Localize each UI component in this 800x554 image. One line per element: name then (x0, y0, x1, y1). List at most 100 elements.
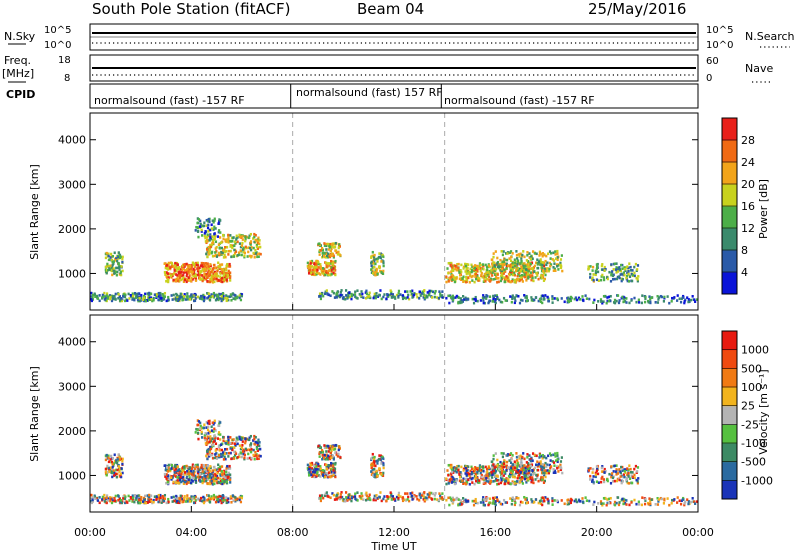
power-cell (589, 276, 592, 279)
power-cell (115, 266, 118, 270)
velocity-cell (241, 450, 245, 453)
power-cell (334, 249, 337, 252)
velocity-cell (196, 463, 199, 467)
power-cell (335, 296, 338, 299)
velocity-cell (212, 422, 215, 426)
power-cell (214, 298, 218, 302)
power-cell (110, 269, 113, 272)
power-cell (113, 294, 116, 298)
power-cell (109, 264, 112, 267)
power-cell (535, 252, 538, 256)
power-cell (454, 296, 457, 299)
velocity-cell (223, 472, 226, 476)
velocity-cell (535, 473, 538, 477)
velocity-cell (594, 473, 598, 477)
velocity-cell (474, 466, 477, 469)
power-cell (613, 277, 616, 281)
velocity-cell (566, 502, 569, 506)
power-cell (514, 299, 517, 303)
velocity-cell (510, 474, 513, 478)
power-cell (192, 272, 195, 275)
power-cell (453, 280, 457, 284)
power-cell (117, 293, 120, 296)
velocity-cell (106, 499, 109, 502)
velocity-cell (450, 463, 453, 467)
velocity-cell (348, 497, 351, 501)
power-cell (389, 289, 392, 292)
power-cell (566, 299, 570, 302)
velocity-cell (404, 492, 407, 495)
power-cell (173, 269, 176, 272)
power-cell (553, 267, 556, 271)
velocity-cell (371, 468, 374, 471)
velocity-cell (317, 474, 320, 477)
power-cell (215, 293, 218, 297)
velocity-cell (218, 455, 221, 459)
velocity-cell (111, 462, 114, 466)
power-cell (428, 293, 431, 297)
velocity-cell (676, 496, 679, 499)
velocity-cell (523, 477, 527, 481)
power-cell (541, 252, 545, 255)
power-cell (538, 297, 542, 301)
velocity-cell (539, 465, 543, 468)
power-cell (620, 263, 623, 267)
velocity-cell (450, 477, 453, 481)
nsearch-tick-bottom: 10^0 (706, 40, 733, 51)
power-cell (383, 293, 386, 296)
velocity-cell (148, 495, 151, 499)
power-cell (148, 296, 151, 300)
velocity-cell (197, 420, 201, 423)
velocity-cell (122, 497, 125, 500)
velocity-cell (203, 434, 206, 437)
velocity-cell (455, 470, 458, 474)
power-cell (373, 260, 376, 263)
power-cell (518, 255, 521, 258)
power-cell (246, 255, 249, 258)
velocity-cell (657, 500, 660, 503)
velocity-cell (654, 503, 657, 506)
power-cell (616, 266, 620, 270)
velocity-cell (164, 468, 167, 472)
velocity-cell (224, 474, 228, 477)
velocity-cell (319, 465, 322, 468)
power-cell (350, 297, 353, 301)
power-cell (189, 279, 193, 283)
velocity-cell (215, 474, 219, 478)
power-cell (233, 244, 236, 248)
velocity-cell (500, 466, 503, 469)
power-cell (157, 298, 160, 302)
velocity-cell (528, 454, 531, 457)
freq-label-line1: Freq. (4, 54, 31, 67)
power-cell (219, 277, 223, 280)
velocity-cell (498, 500, 501, 504)
power-cell (175, 261, 179, 265)
power-cell (194, 279, 198, 282)
velocity-cell (517, 469, 520, 472)
velocity-cell (406, 492, 409, 495)
power-cell (391, 293, 395, 296)
power-cell (319, 273, 322, 276)
power-cell (156, 293, 159, 296)
power-cell (325, 269, 328, 273)
velocity-cell (196, 423, 199, 427)
power-cell (492, 267, 495, 271)
velocity-cell (626, 467, 629, 470)
power-cell (657, 296, 661, 299)
velocity-cell (541, 476, 544, 479)
velocity-cell (419, 496, 422, 499)
velocity-cell (199, 421, 202, 425)
power-cell (428, 289, 431, 293)
velocity-cell (542, 481, 546, 484)
velocity-cell (636, 466, 640, 469)
nsky-tick-top: 10^5 (44, 25, 71, 36)
velocity-cell (167, 466, 170, 470)
velocity-cell (331, 464, 334, 467)
power-cell (395, 293, 399, 297)
velocity-cell (531, 452, 535, 455)
power-cell (213, 277, 216, 281)
velocity-cell (518, 457, 521, 460)
velocity-cell (111, 457, 115, 460)
velocity-cell (434, 491, 437, 495)
